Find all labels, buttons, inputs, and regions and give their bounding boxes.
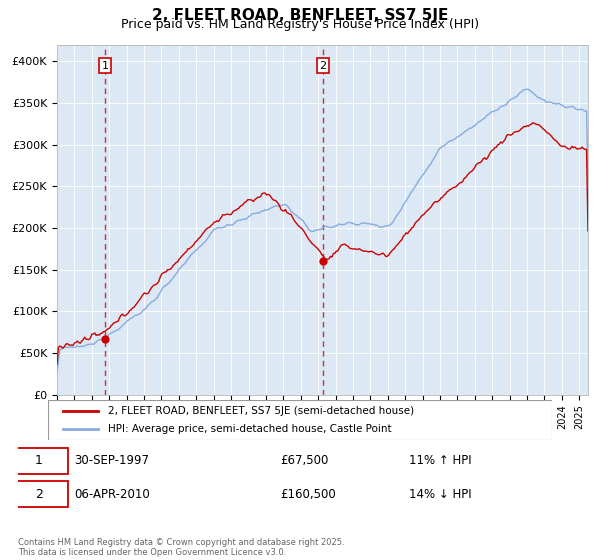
Text: 2, FLEET ROAD, BENFLEET, SS7 5JE: 2, FLEET ROAD, BENFLEET, SS7 5JE bbox=[152, 8, 448, 24]
FancyBboxPatch shape bbox=[48, 400, 552, 440]
Text: £67,500: £67,500 bbox=[280, 454, 329, 467]
Text: £160,500: £160,500 bbox=[280, 488, 336, 501]
Text: 2, FLEET ROAD, BENFLEET, SS7 5JE (semi-detached house): 2, FLEET ROAD, BENFLEET, SS7 5JE (semi-d… bbox=[109, 407, 415, 417]
Text: 2: 2 bbox=[35, 488, 43, 501]
FancyBboxPatch shape bbox=[10, 447, 68, 474]
Text: 1: 1 bbox=[101, 60, 109, 71]
Text: 30-SEP-1997: 30-SEP-1997 bbox=[74, 454, 149, 467]
Text: 14% ↓ HPI: 14% ↓ HPI bbox=[409, 488, 471, 501]
Text: 1: 1 bbox=[35, 454, 43, 467]
FancyBboxPatch shape bbox=[10, 481, 68, 507]
Text: 11% ↑ HPI: 11% ↑ HPI bbox=[409, 454, 471, 467]
Text: 2: 2 bbox=[319, 60, 326, 71]
Text: Price paid vs. HM Land Registry's House Price Index (HPI): Price paid vs. HM Land Registry's House … bbox=[121, 18, 479, 31]
Text: HPI: Average price, semi-detached house, Castle Point: HPI: Average price, semi-detached house,… bbox=[109, 423, 392, 433]
Text: Contains HM Land Registry data © Crown copyright and database right 2025.
This d: Contains HM Land Registry data © Crown c… bbox=[18, 538, 344, 557]
Text: 06-APR-2010: 06-APR-2010 bbox=[74, 488, 149, 501]
